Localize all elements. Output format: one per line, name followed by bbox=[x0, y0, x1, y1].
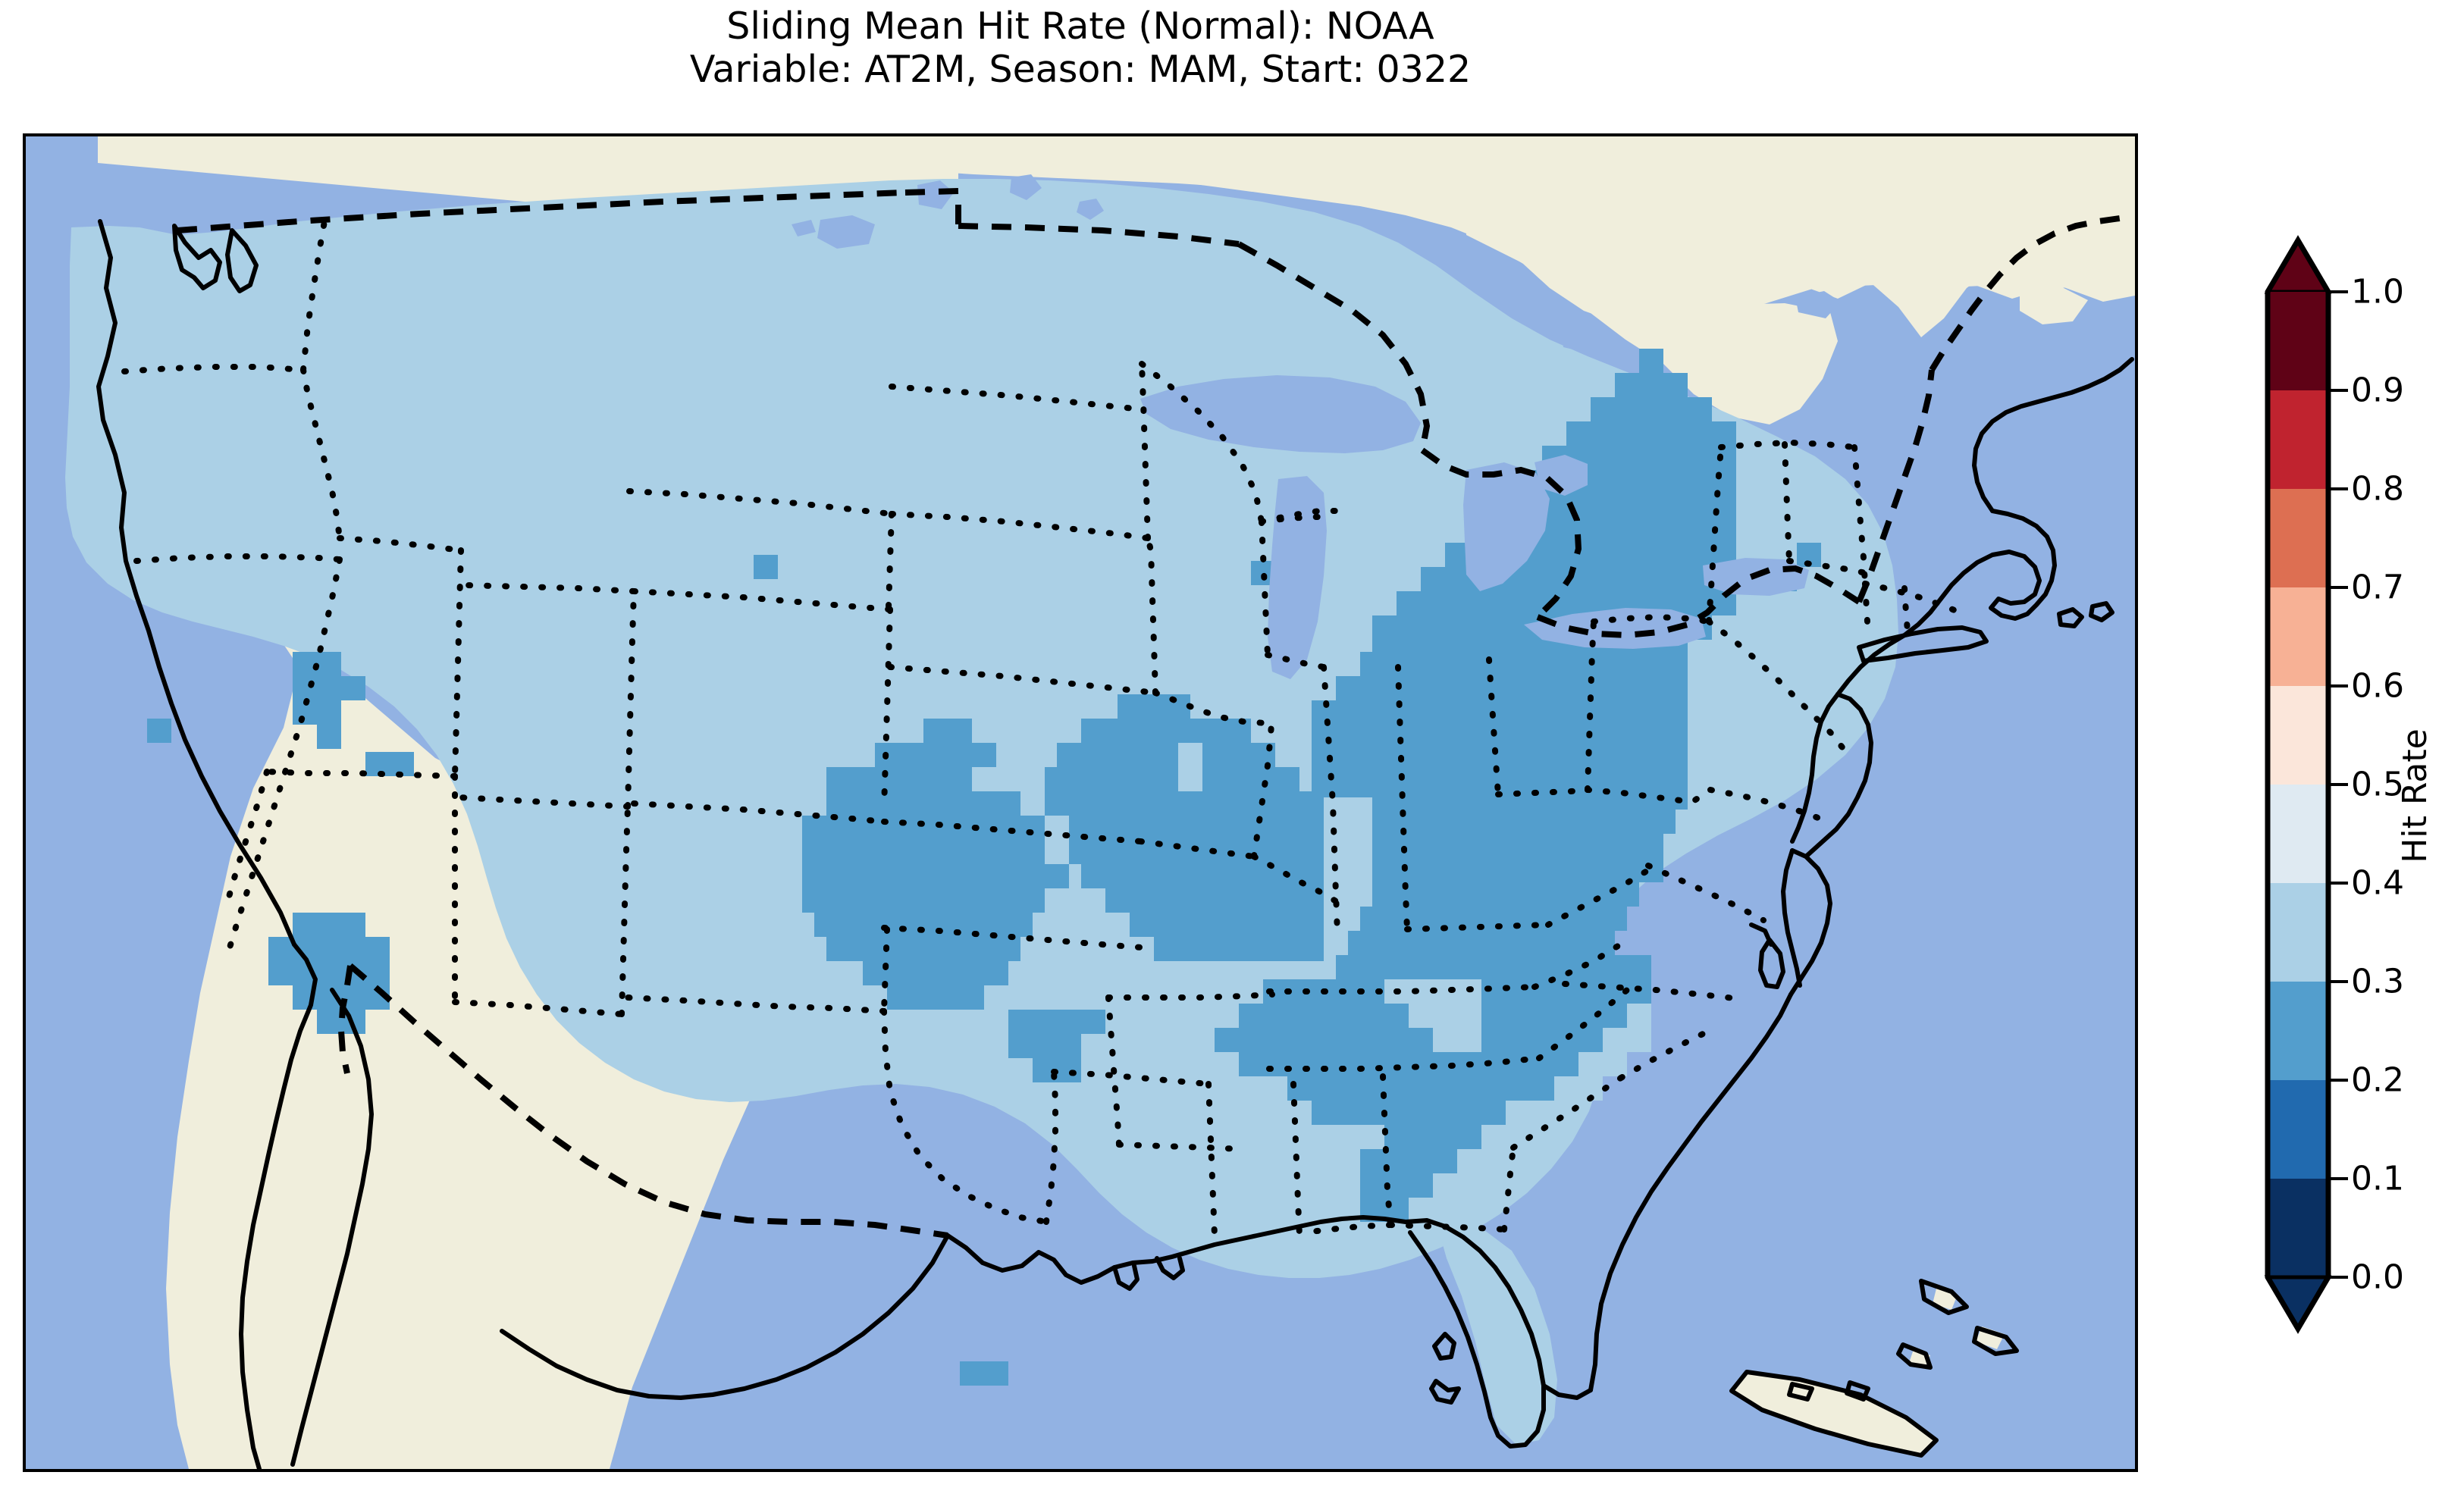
national-border-layer bbox=[177, 187, 2121, 1239]
colorbar-axis-label: Hit Rate bbox=[2396, 728, 2434, 863]
map-panel[interactable] bbox=[23, 133, 2138, 1472]
colorbar-label-0.9: 0.9 bbox=[2351, 371, 2404, 410]
colorbar-label-0.7: 0.7 bbox=[2351, 568, 2404, 607]
colorbar-label-0.1: 0.1 bbox=[2351, 1159, 2404, 1198]
colorbar-tick-0.3 bbox=[2328, 980, 2348, 983]
colorbar-label-0.2: 0.2 bbox=[2351, 1060, 2404, 1100]
colorbar-tick-1.0 bbox=[2328, 290, 2348, 293]
colorbar-tick-0.5 bbox=[2328, 783, 2348, 786]
colorbar-tick-0.8 bbox=[2328, 487, 2348, 490]
colorbar-tick-0.6 bbox=[2328, 684, 2348, 687]
great-lakes-layer bbox=[792, 174, 1926, 679]
colorbar-tick-0.1 bbox=[2328, 1177, 2348, 1180]
colorbar[interactable]: 1.0 0.9 0.8 0.7 0.6 0.5 0.4 0.3 0.2 0.1 … bbox=[2264, 235, 2404, 1334]
colorbar-label-0.5: 0.5 bbox=[2351, 765, 2404, 804]
colorbar-label-0.3: 0.3 bbox=[2351, 962, 2404, 1001]
colorbar-label-0.4: 0.4 bbox=[2351, 863, 2404, 903]
colorbar-label-0.8: 0.8 bbox=[2351, 469, 2404, 509]
state-border-layer bbox=[121, 218, 1970, 1239]
colorbar-tick-0.7 bbox=[2328, 586, 2348, 589]
colorbar-gradient bbox=[2264, 235, 2332, 1334]
colorbar-tick-0.0 bbox=[2328, 1276, 2348, 1279]
foreign-land-layer bbox=[98, 136, 2135, 1469]
page-title: Sliding Mean Hit Rate (Normal): NOAA Var… bbox=[689, 5, 1472, 92]
map-canvas[interactable] bbox=[26, 136, 2135, 1469]
colorbar-label-0.0: 0.0 bbox=[2351, 1258, 2404, 1297]
colorbar-tick-0.4 bbox=[2328, 882, 2348, 885]
colorbar-tick-0.2 bbox=[2328, 1079, 2348, 1082]
colorbar-label-1.0: 1.0 bbox=[2351, 272, 2404, 312]
colorbar-label-0.6: 0.6 bbox=[2351, 666, 2404, 706]
coastline-layer bbox=[96, 219, 2134, 1469]
colorbar-tick-0.9 bbox=[2328, 389, 2348, 392]
